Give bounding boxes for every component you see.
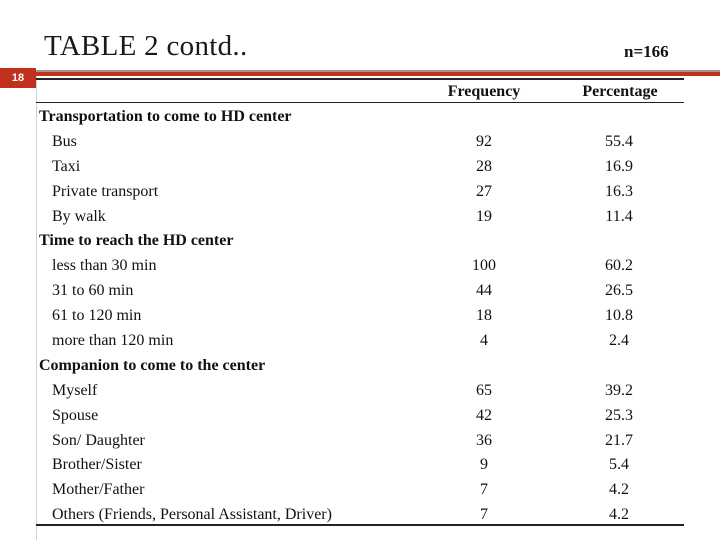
frequency-cell: 4 — [480, 332, 488, 350]
table-row: 61 to 120 min 18 10.8 — [0, 304, 720, 329]
title-divider-red — [36, 72, 720, 76]
table-row: Brother/Sister 9 5.4 — [0, 453, 720, 478]
frequency-cell: 42 — [476, 406, 492, 424]
frequency-cell: 7 — [480, 481, 488, 499]
frequency-cell: 18 — [476, 307, 492, 325]
row-label: Myself — [52, 381, 98, 399]
table-row: more than 120 min 4 2.4 — [0, 329, 720, 354]
frequency-cell: 36 — [476, 431, 492, 449]
table-row: Private transport 27 16.3 — [0, 180, 720, 205]
row-label: Spouse — [52, 406, 99, 424]
percentage-cell: 5.4 — [609, 456, 629, 474]
row-label: Others (Friends, Personal Assistant, Dri… — [52, 506, 332, 524]
table-row: Myself 65 39.2 — [0, 379, 720, 404]
percentage-cell: 4.2 — [609, 506, 629, 524]
percentage-cell: 4.2 — [609, 481, 629, 499]
table-row: By walk 19 11.4 — [0, 205, 720, 230]
table-header-rule — [36, 102, 684, 103]
percentage-cell: 55.4 — [605, 132, 633, 150]
table-row: Mother/Father 7 4.2 — [0, 478, 720, 503]
section-label: Time to reach the HD center — [39, 232, 234, 250]
frequency-cell: 100 — [472, 257, 496, 275]
frequency-cell: 65 — [476, 381, 492, 399]
section-header-row: Companion to come to the center — [0, 354, 720, 379]
table-top-rule — [36, 78, 684, 80]
column-header-frequency: Frequency — [447, 83, 521, 100]
section-header-row: Transportation to come to HD center — [0, 105, 720, 130]
table-bottom-rule — [36, 524, 684, 526]
table-row: Others (Friends, Personal Assistant, Dri… — [0, 503, 720, 528]
table-row: Bus 92 55.4 — [0, 130, 720, 155]
frequency-cell: 27 — [476, 182, 492, 200]
row-label: Bus — [52, 132, 77, 150]
row-label: 61 to 120 min — [52, 307, 142, 325]
row-label: less than 30 min — [52, 257, 157, 275]
table-row: Son/ Daughter 36 21.7 — [0, 429, 720, 454]
frequency-cell: 7 — [480, 506, 488, 524]
column-header-percentage: Percentage — [582, 83, 658, 100]
row-label: 31 to 60 min — [52, 282, 134, 300]
table-row: Spouse 42 25.3 — [0, 404, 720, 429]
table-row: 31 to 60 min 44 26.5 — [0, 279, 720, 304]
row-label: Mother/Father — [52, 481, 145, 499]
row-label: Taxi — [52, 157, 81, 175]
slide-title: TABLE 2 contd.. — [44, 30, 248, 62]
percentage-cell: 16.9 — [605, 157, 633, 175]
slide-number-badge: 18 — [0, 68, 36, 88]
percentage-cell: 25.3 — [605, 406, 633, 424]
row-label: Brother/Sister — [52, 456, 142, 474]
percentage-cell: 60.2 — [605, 257, 633, 275]
table-row: Taxi 28 16.9 — [0, 155, 720, 180]
row-label: more than 120 min — [52, 332, 174, 350]
frequency-cell: 44 — [476, 282, 492, 300]
frequency-cell: 28 — [476, 157, 492, 175]
percentage-cell: 26.5 — [605, 282, 633, 300]
frequency-cell: 92 — [476, 132, 492, 150]
sample-size-label: n=166 — [624, 42, 669, 61]
percentage-cell: 16.3 — [605, 182, 633, 200]
row-label: By walk — [52, 207, 106, 225]
section-header-row: Time to reach the HD center — [0, 229, 720, 254]
section-label: Transportation to come to HD center — [39, 108, 292, 125]
left-margin-line — [36, 76, 37, 540]
table-body: Transportation to come to HD center Bus 92… — [0, 105, 720, 528]
percentage-cell: 10.8 — [605, 307, 633, 325]
row-label: Private transport — [52, 182, 159, 200]
title-divider-gray — [36, 70, 720, 72]
percentage-cell: 39.2 — [605, 381, 633, 399]
row-label: Son/ Daughter — [52, 431, 145, 449]
percentage-cell: 21.7 — [605, 431, 633, 449]
frequency-cell: 9 — [480, 456, 488, 474]
percentage-cell: 2.4 — [609, 332, 629, 350]
section-label: Companion to come to the center — [39, 356, 266, 374]
percentage-cell: 11.4 — [605, 207, 633, 225]
table-row: less than 30 min 100 60.2 — [0, 254, 720, 279]
frequency-cell: 19 — [476, 207, 492, 225]
